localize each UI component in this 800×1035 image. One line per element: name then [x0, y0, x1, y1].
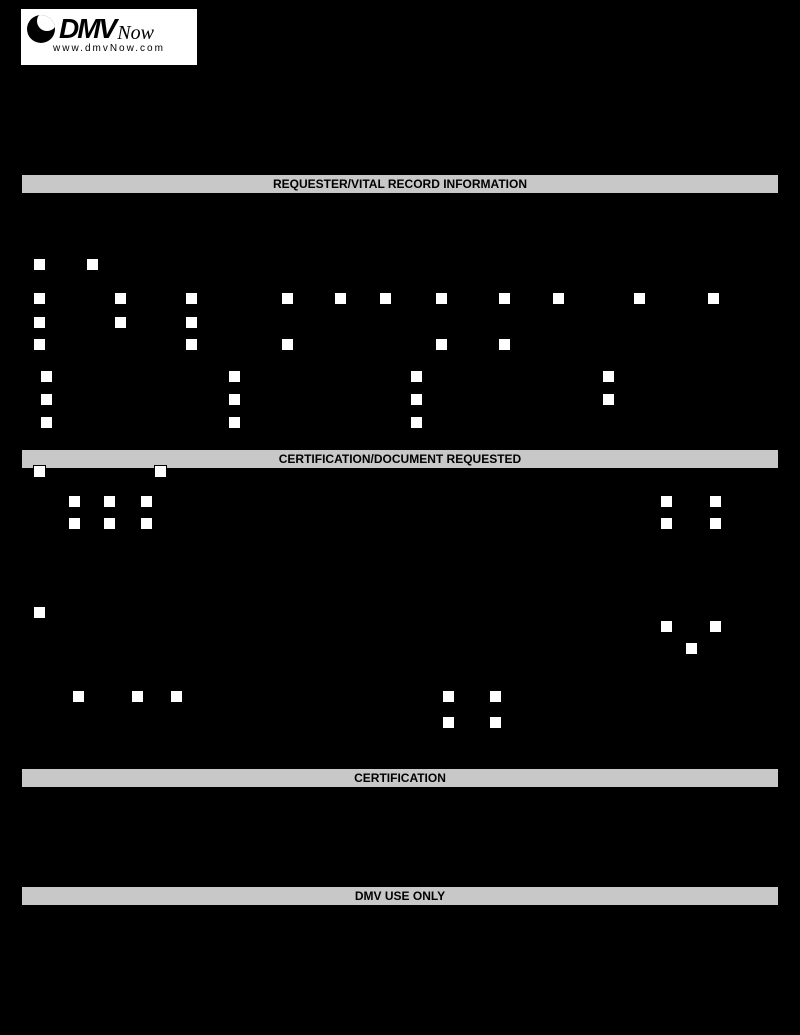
checkbox[interactable]: [86, 258, 99, 271]
checkbox[interactable]: [68, 495, 81, 508]
checkbox[interactable]: [185, 316, 198, 329]
checkbox[interactable]: [33, 292, 46, 305]
checkbox[interactable]: [154, 465, 167, 478]
logo-top-row: DMV Now: [27, 13, 191, 45]
checkbox[interactable]: [685, 642, 698, 655]
checkbox[interactable]: [709, 495, 722, 508]
checkbox[interactable]: [707, 292, 720, 305]
checkbox[interactable]: [498, 338, 511, 351]
checkbox[interactable]: [40, 393, 53, 406]
checkbox[interactable]: [72, 690, 85, 703]
checkbox[interactable]: [68, 517, 81, 530]
checkbox[interactable]: [410, 416, 423, 429]
checkbox[interactable]: [114, 316, 127, 329]
checkbox[interactable]: [435, 338, 448, 351]
checkbox[interactable]: [633, 292, 646, 305]
checkbox[interactable]: [660, 517, 673, 530]
checkbox[interactable]: [40, 416, 53, 429]
section-header-s2: CERTIFICATION/DOCUMENT REQUESTED: [22, 450, 778, 468]
checkbox[interactable]: [709, 620, 722, 633]
checkbox[interactable]: [489, 690, 502, 703]
logo-swirl-icon: [27, 15, 55, 43]
checkbox[interactable]: [131, 690, 144, 703]
checkbox[interactable]: [709, 517, 722, 530]
checkbox[interactable]: [40, 370, 53, 383]
checkbox[interactable]: [33, 606, 46, 619]
checkbox[interactable]: [103, 517, 116, 530]
dmv-logo: DMV Now www.dmvNow.com: [20, 8, 198, 66]
logo-brand: DMV: [59, 13, 115, 45]
checkbox[interactable]: [281, 338, 294, 351]
checkbox[interactable]: [410, 370, 423, 383]
checkbox[interactable]: [33, 258, 46, 271]
checkbox[interactable]: [442, 716, 455, 729]
checkbox[interactable]: [379, 292, 392, 305]
checkbox[interactable]: [228, 393, 241, 406]
checkbox[interactable]: [33, 316, 46, 329]
checkbox[interactable]: [552, 292, 565, 305]
checkbox[interactable]: [185, 338, 198, 351]
checkbox[interactable]: [660, 620, 673, 633]
checkbox[interactable]: [170, 690, 183, 703]
checkbox[interactable]: [334, 292, 347, 305]
section-header-s1: REQUESTER/VITAL RECORD INFORMATION: [22, 175, 778, 193]
section-header-s3: CERTIFICATION: [22, 769, 778, 787]
checkbox[interactable]: [410, 393, 423, 406]
checkbox[interactable]: [435, 292, 448, 305]
checkbox[interactable]: [228, 416, 241, 429]
checkbox[interactable]: [602, 393, 615, 406]
checkbox[interactable]: [442, 690, 455, 703]
checkbox[interactable]: [498, 292, 511, 305]
checkbox[interactable]: [228, 370, 241, 383]
checkbox[interactable]: [33, 338, 46, 351]
checkbox[interactable]: [660, 495, 673, 508]
checkbox[interactable]: [103, 495, 116, 508]
checkbox[interactable]: [140, 495, 153, 508]
checkbox[interactable]: [602, 370, 615, 383]
logo-sub: Now: [117, 22, 154, 45]
checkbox[interactable]: [140, 517, 153, 530]
checkbox[interactable]: [185, 292, 198, 305]
checkbox[interactable]: [489, 716, 502, 729]
logo-url: www.dmvNow.com: [27, 43, 191, 54]
checkbox[interactable]: [114, 292, 127, 305]
section-header-s4: DMV USE ONLY: [22, 887, 778, 905]
checkbox[interactable]: [33, 465, 46, 478]
checkbox[interactable]: [281, 292, 294, 305]
